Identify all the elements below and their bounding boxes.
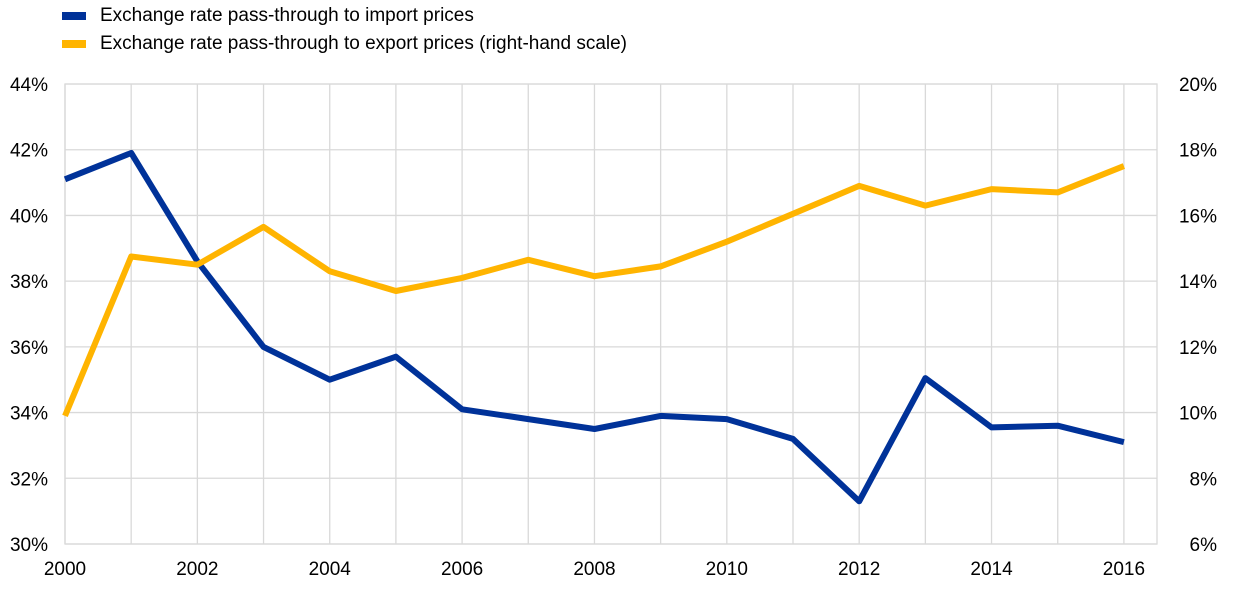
- x-tick-label: 2000: [44, 559, 86, 580]
- x-tick-label: 2012: [838, 559, 880, 580]
- y-right-tick-label: 20%: [1179, 75, 1217, 96]
- y-left-tick-label: 36%: [10, 338, 48, 359]
- x-tick-label: 2010: [706, 559, 748, 580]
- y-left-tick-label: 42%: [10, 141, 48, 162]
- series-line-import: [63, 150, 1125, 505]
- y-right-tick-label: 14%: [1179, 272, 1217, 293]
- y-right-tick-label: 8%: [1190, 469, 1218, 490]
- y-left-tick-label: 32%: [10, 469, 48, 490]
- legend-item-import: Exchange rate pass-through to import pri…: [62, 2, 627, 30]
- x-tick-label: 2004: [309, 559, 352, 580]
- y-left-tick-label: 38%: [10, 272, 48, 293]
- x-tick-label: 2008: [573, 559, 615, 580]
- x-tick-label: 2016: [1103, 559, 1145, 580]
- y-right-tick-label: 18%: [1179, 141, 1217, 162]
- plot-frame: [64, 83, 1158, 545]
- legend-swatch-import: [62, 12, 86, 20]
- legend-swatch-export: [62, 40, 86, 48]
- y-right-tick-label: 12%: [1179, 338, 1217, 359]
- x-tick-label: 2006: [441, 559, 483, 580]
- x-tick-label: 2014: [970, 559, 1013, 580]
- y-left-tick-label: 30%: [10, 535, 48, 556]
- y-right-tick-label: 10%: [1179, 404, 1217, 425]
- x-tick-label: 2002: [176, 559, 218, 580]
- legend: Exchange rate pass-through to import pri…: [62, 2, 627, 58]
- legend-item-export: Exchange rate pass-through to export pri…: [62, 30, 627, 58]
- y-right-tick-label: 6%: [1190, 535, 1218, 556]
- legend-label-export: Exchange rate pass-through to export pri…: [100, 33, 627, 54]
- series-line-export: [62, 163, 1126, 418]
- y-left-tick-label: 34%: [10, 404, 48, 425]
- y-left-tick-label: 44%: [10, 75, 48, 96]
- y-left-tick-label: 40%: [10, 206, 48, 227]
- legend-label-import: Exchange rate pass-through to import pri…: [100, 5, 474, 26]
- y-right-tick-label: 16%: [1179, 206, 1217, 227]
